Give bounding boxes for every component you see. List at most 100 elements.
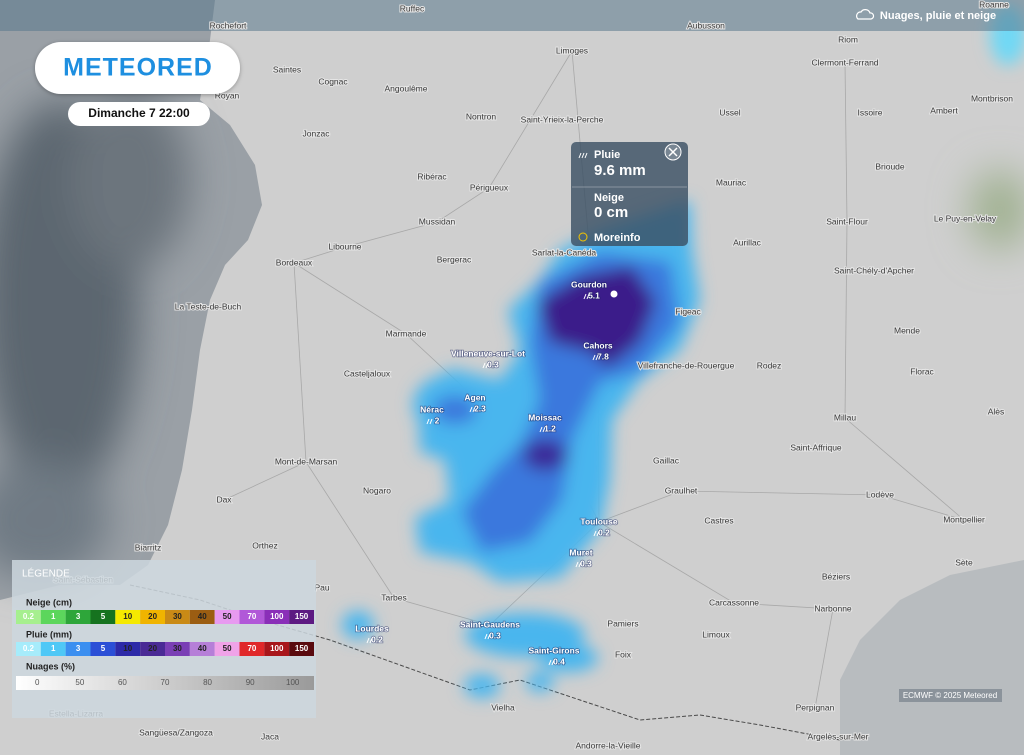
town-label: Saint-Yrieix-la-Perche	[521, 114, 604, 124]
rain-town-value: 7.8	[597, 351, 609, 361]
legend-swatch	[239, 642, 265, 656]
legend-value: 20	[148, 644, 157, 653]
town-label: Aurillac	[733, 237, 762, 247]
attribution: ECMWF © 2025 Meteored	[903, 691, 997, 700]
legend-value: 60	[118, 678, 127, 687]
legend-value: 10	[123, 644, 132, 653]
town-label: Saint-Chély-d'Apcher	[834, 265, 914, 275]
legend-value: 150	[295, 644, 309, 653]
legend-swatch	[90, 642, 116, 656]
legend-value: 30	[173, 612, 182, 621]
town-label: Foix	[615, 649, 632, 659]
legend-value: 1	[51, 644, 56, 653]
town-label: Argelès-sur-Mer	[808, 731, 869, 741]
legend-value: 100	[270, 644, 284, 653]
rain-town-labels: Gourdon5.1Cahors7.8Villeneuve-sur-Lot0.3…	[354, 279, 618, 668]
rain-icon	[469, 406, 476, 413]
rain-town-value: 0.3	[489, 630, 501, 640]
rain-town-value: 0.2	[598, 527, 610, 537]
popup-snow-value: 0 cm	[594, 204, 628, 221]
town-label: Libourne	[328, 241, 361, 251]
legend-value: 20	[148, 612, 157, 621]
town-label: Ribérac	[417, 171, 447, 181]
town-label: Dax	[216, 494, 232, 504]
town-label: Mende	[894, 325, 920, 335]
legend-value: 80	[203, 678, 212, 687]
legend-value: 50	[223, 612, 232, 621]
legend-swatch	[189, 610, 215, 624]
rain-town-value: 0.3	[580, 558, 592, 568]
rain-icon	[366, 637, 373, 644]
precipitation	[342, 5, 1024, 698]
town-label: Ruffec	[400, 3, 425, 13]
legend-swatch	[115, 610, 141, 624]
town-label: Riom	[838, 34, 858, 44]
rain-town-name: Saint-Girons	[528, 645, 579, 655]
popup-rain-label: Pluie	[594, 149, 620, 161]
rain-town-value: 1.2	[544, 423, 556, 433]
rain-town-name: Villeneuve-sur-Lot	[451, 348, 525, 358]
town-label: Montbrison	[971, 93, 1013, 103]
logo[interactable]: METEORED	[63, 54, 213, 82]
logo-bg	[35, 42, 240, 94]
town-label: Nogaro	[363, 485, 391, 495]
town-label: Mauriac	[716, 177, 747, 187]
legend-value: 100	[270, 612, 284, 621]
layer-title[interactable]: Nuages, pluie et neige	[880, 10, 996, 22]
rain-town-value: 0.2	[371, 634, 383, 644]
info-icon	[578, 232, 588, 242]
town-label: Lodève	[866, 489, 894, 499]
legend-value: 70	[161, 678, 170, 687]
legend-value: 150	[295, 612, 309, 621]
legend-value: 40	[198, 644, 207, 653]
town-label: Biarritz	[135, 542, 161, 552]
legend-swatch	[16, 610, 41, 624]
rain-town-name: Cahors	[583, 340, 613, 350]
legend-value: 50	[75, 678, 84, 687]
rain-icon	[548, 659, 555, 666]
town-label: Aubusson	[687, 20, 725, 30]
town-label: Roanne	[979, 0, 1009, 9]
town-label: Angoulême	[384, 83, 427, 93]
rain-town-value: 5.1	[588, 290, 600, 300]
legend-swatch	[40, 642, 66, 656]
popup-more[interactable]: Moreinfo	[594, 232, 641, 244]
town-label: Rodez	[757, 360, 782, 370]
popup-close-x[interactable]	[668, 147, 678, 157]
cloud-cover	[0, 90, 1024, 580]
legend-swatch	[65, 610, 91, 624]
legend-swatch	[40, 610, 66, 624]
town-label: Béziers	[822, 571, 850, 581]
town-label: Mussidan	[419, 216, 456, 226]
legend-value: 0.2	[23, 612, 35, 621]
town-label: Périgueux	[470, 182, 509, 192]
rain-town-value: 0.3	[487, 359, 499, 369]
town-label: Limoges	[556, 45, 588, 55]
selected-point[interactable]	[610, 290, 618, 298]
rain-town-value: 2	[435, 415, 440, 425]
town-label: Vielha	[491, 702, 515, 712]
rain-town-name: Saint-Gaudens	[460, 619, 520, 629]
legend-swatch	[289, 642, 314, 656]
town-label: Gaillac	[653, 455, 680, 465]
town-label: Villefranche-de-Rouergue	[638, 360, 735, 370]
legend-swatch	[65, 642, 91, 656]
rain-icon	[484, 633, 491, 640]
clouds-bar	[16, 676, 314, 690]
town-label: Le Puy-en-Velay	[934, 213, 997, 223]
legend-swatch	[239, 610, 265, 624]
legend-swatch	[289, 610, 314, 624]
town-label: Pau	[314, 582, 329, 592]
town-label: Saint-Flour	[826, 216, 868, 226]
layer-icon[interactable]	[856, 9, 875, 20]
town-label: Saintes	[273, 64, 301, 74]
popup-rain-value: 9.6 mm	[594, 162, 646, 179]
town-label: Bordeaux	[276, 257, 313, 267]
town-label: Cognac	[318, 76, 348, 86]
rain-town-value: 2.3	[474, 403, 486, 413]
rain-town-name: Moissac	[528, 412, 562, 422]
legend-value: 40	[198, 612, 207, 621]
legend-swatch	[165, 610, 190, 624]
town-label: Orthez	[252, 540, 278, 550]
